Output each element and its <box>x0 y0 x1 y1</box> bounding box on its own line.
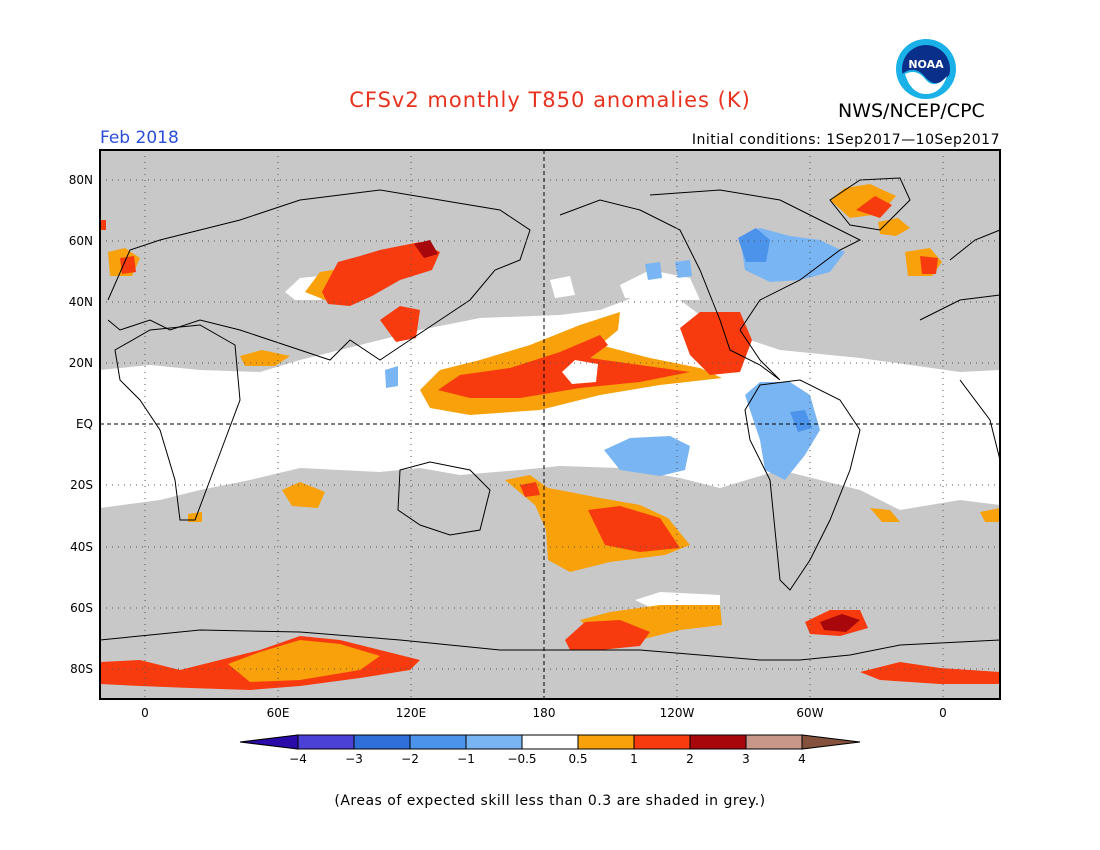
colorbar-swatch <box>297 734 355 750</box>
map-frame <box>99 149 1001 700</box>
colorbar-tick-label: −1 <box>457 752 475 766</box>
colorbar-swatch <box>689 734 747 750</box>
colorbar-tick-label: 4 <box>798 752 806 766</box>
colorbar-tick-label: 2 <box>686 752 694 766</box>
graticule <box>100 150 1000 699</box>
footnote: (Areas of expected skill less than 0.3 a… <box>334 793 766 809</box>
colorbar-tick-label: −0.5 <box>507 752 536 766</box>
lon-label: 120W <box>660 706 695 720</box>
colorbar-swatch <box>353 734 411 750</box>
lat-label: 40S <box>70 540 93 554</box>
lat-label: 80N <box>69 173 93 187</box>
colorbar-arrow-low <box>239 734 299 750</box>
colorbar-swatch <box>409 734 467 750</box>
logo-text: NOAA <box>908 58 944 71</box>
lon-label: 0 <box>939 706 947 720</box>
colorbar-swatch <box>633 734 691 750</box>
colorbar-tick-label: 0.5 <box>568 752 587 766</box>
noaa-logo-icon: NOAA <box>896 39 956 99</box>
agency-label: NWS/NCEP/CPC <box>838 100 985 122</box>
forecast-month: Feb 2018 <box>100 128 179 148</box>
lat-label: 80S <box>70 662 93 676</box>
colorbar-swatch <box>745 734 803 750</box>
colorbar: −4 −3 −2 −1 −0.5 0.5 1 2 3 4 <box>239 734 861 766</box>
colorbar-tick-label: −4 <box>289 752 307 766</box>
lon-label: 120E <box>396 706 427 720</box>
lat-label: 60S <box>70 601 93 615</box>
lat-label: 20S <box>70 478 93 492</box>
colorbar-tick-label: 3 <box>742 752 750 766</box>
chart-title: CFSv2 monthly T850 anomalies (K) <box>349 88 751 112</box>
colorbar-tick-label: 1 <box>630 752 638 766</box>
coastlines <box>99 177 1001 661</box>
colorbar-arrow-high <box>801 734 861 750</box>
lat-label: 60N <box>69 234 93 248</box>
lat-label: EQ <box>76 417 93 431</box>
reference-lines <box>100 150 1000 699</box>
colorbar-swatch <box>521 734 579 750</box>
initial-conditions: Initial conditions: 1Sep2017—10Sep2017 <box>691 132 1000 148</box>
colorbar-swatch <box>577 734 635 750</box>
colorbar-tick-label: −3 <box>345 752 363 766</box>
lon-label: 60E <box>267 706 290 720</box>
colorbar-swatch <box>465 734 523 750</box>
colorbar-tick-label: −2 <box>401 752 419 766</box>
lon-label: 60W <box>796 706 823 720</box>
lon-label: 180 <box>533 706 556 720</box>
lat-label: 20N <box>69 356 93 370</box>
lon-label: 0 <box>141 706 149 720</box>
lat-label: 40N <box>69 295 93 309</box>
